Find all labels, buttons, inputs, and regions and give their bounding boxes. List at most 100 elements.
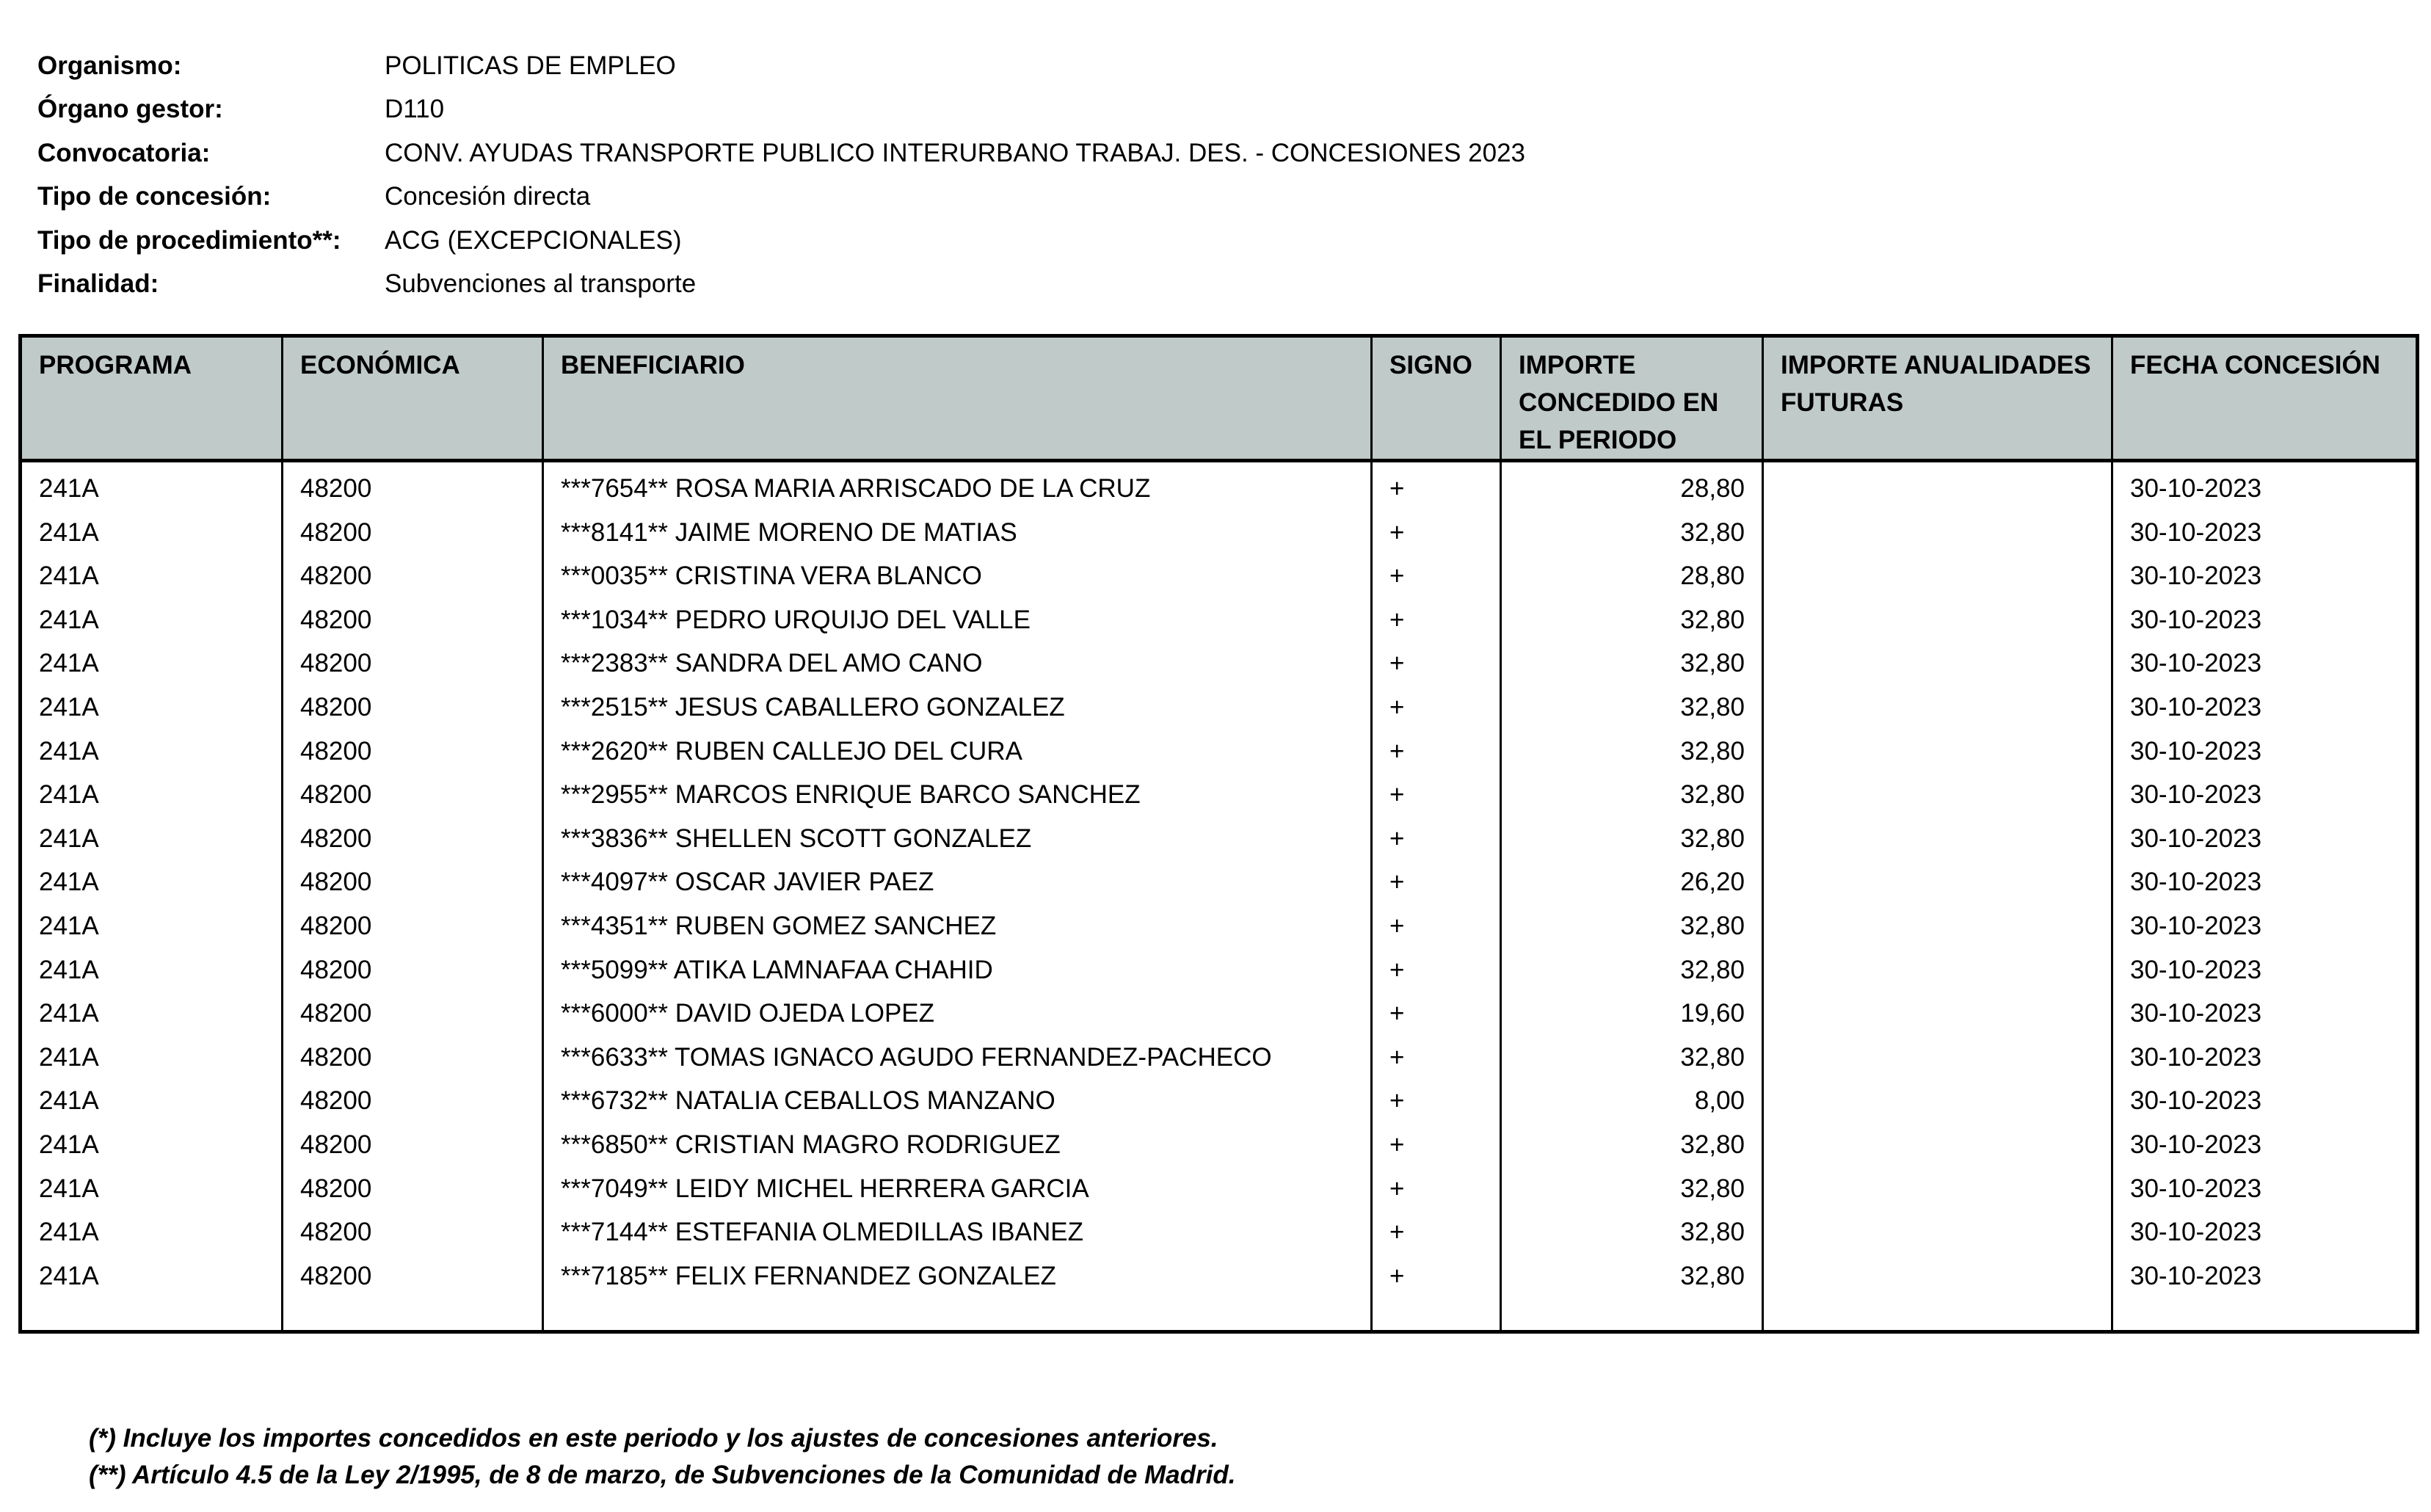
signo-cell: + xyxy=(1370,773,1502,817)
footnote: (**) Artículo 4.5 de la Ley 2/1995, de 8… xyxy=(89,1461,1236,1489)
economica-cell: 48200 xyxy=(281,1254,544,1298)
importe-cell: 32,80 xyxy=(1500,1210,1764,1254)
importe-cell: 32,80 xyxy=(1500,1166,1764,1211)
signo-cell: + xyxy=(1370,816,1502,861)
beneficiario-cell: ***3836** SHELLEN SCOTT GONZALEZ xyxy=(542,816,1373,861)
programa-cell: 241A xyxy=(19,685,283,730)
meta-label: Órgano gestor: xyxy=(37,95,223,124)
programa-cell: 241A xyxy=(19,460,283,511)
signo-cell: + xyxy=(1370,1035,1502,1080)
economica-cell: 48200 xyxy=(281,1166,544,1211)
column-header: ECONÓMICA xyxy=(281,335,544,462)
column-header: IMPORTE ANUALIDADES FUTURAS xyxy=(1762,335,2113,462)
beneficiario-cell: ***8141** JAIME MORENO DE MATIAS xyxy=(542,510,1373,555)
anualidades-cell xyxy=(1762,1035,2113,1080)
economica-cell: 48200 xyxy=(281,773,544,817)
signo-cell: + xyxy=(1370,1254,1502,1298)
economica-cell: 48200 xyxy=(281,904,544,948)
anualidades-cell xyxy=(1762,685,2113,730)
table-row: 241A 48200 ***1034** PEDRO URQUIJO DEL VAL… xyxy=(19,597,2419,642)
anualidades-cell xyxy=(1762,460,2113,511)
importe-cell: 32,80 xyxy=(1500,641,1764,686)
importe-cell: 19,60 xyxy=(1500,992,1764,1036)
table-row: 241A 48200 ***4351** RUBEN GOMEZ SANCHEZ +3… xyxy=(19,904,2419,948)
fecha-cell: 30-10-2023 xyxy=(2111,992,2419,1036)
programa-cell: 241A xyxy=(19,1079,283,1123)
footnotes: (*) Incluye los importes concedidos en e… xyxy=(89,1420,1235,1494)
programa-cell: 241A xyxy=(19,860,283,904)
beneficiario-cell: ***2383** SANDRA DEL AMO CANO xyxy=(542,641,1373,686)
table-row: 241A 48200 ***2620** RUBEN CALLEJO DEL CUR… xyxy=(19,729,2419,774)
meta-value: CONV. AYUDAS TRANSPORTE PUBLICO INTERURB… xyxy=(385,138,1526,167)
empty-cell xyxy=(2111,1298,2419,1332)
economica-cell: 48200 xyxy=(281,554,544,598)
economica-cell: 48200 xyxy=(281,597,544,642)
economica-cell: 48200 xyxy=(281,1210,544,1254)
empty-cell xyxy=(542,1298,1373,1332)
fecha-cell: 30-10-2023 xyxy=(2111,1079,2419,1123)
beneficiario-cell: ***1034** PEDRO URQUIJO DEL VALLE xyxy=(542,597,1373,642)
signo-cell: + xyxy=(1370,992,1502,1036)
importe-cell: 32,80 xyxy=(1500,904,1764,948)
table-spacer-row xyxy=(19,1298,2419,1332)
signo-cell: + xyxy=(1370,685,1502,730)
importe-cell: 32,80 xyxy=(1500,948,1764,992)
anualidades-cell xyxy=(1762,1122,2113,1167)
anualidades-cell xyxy=(1762,1079,2113,1123)
programa-cell: 241A xyxy=(19,729,283,774)
signo-cell: + xyxy=(1370,597,1502,642)
economica-cell: 48200 xyxy=(281,685,544,730)
beneficiario-cell: ***7144** ESTEFANIA OLMEDILLAS IBANEZ xyxy=(542,1210,1373,1254)
programa-cell: 241A xyxy=(19,773,283,817)
table-row: 241A 48200 ***7185** FELIX FERNANDEZ GONZA… xyxy=(19,1254,2419,1298)
anualidades-cell xyxy=(1762,1254,2113,1298)
table-row: 241A 48200 ***7049** LEIDY MICHEL HERRERA … xyxy=(19,1166,2419,1211)
importe-cell: 32,80 xyxy=(1500,510,1764,555)
programa-cell: 241A xyxy=(19,1210,283,1254)
column-header: IMPORTE CONCEDIDO EN EL PERIODO xyxy=(1500,335,1764,462)
importe-cell: 28,80 xyxy=(1500,460,1764,511)
meta-value: ACG (EXCEPCIONALES) xyxy=(385,225,682,255)
importe-cell: 28,80 xyxy=(1500,554,1764,598)
table-row: 241A 48200 ***4097** OSCAR JAVIER PAEZ +26,… xyxy=(19,860,2419,904)
empty-cell xyxy=(1370,1298,1502,1332)
economica-cell: 48200 xyxy=(281,510,544,555)
column-header: FECHA CONCESIÓN xyxy=(2111,335,2419,462)
meta-row: Tipo de procedimiento**: ACG (EXCEPCIONAL… xyxy=(37,219,1525,263)
programa-cell: 241A xyxy=(19,904,283,948)
anualidades-cell xyxy=(1762,773,2113,817)
beneficiario-cell: ***7049** LEIDY MICHEL HERRERA GARCIA xyxy=(542,1166,1373,1211)
programa-cell: 241A xyxy=(19,816,283,861)
meta-label: Tipo de procedimiento**: xyxy=(37,225,341,255)
programa-cell: 241A xyxy=(19,554,283,598)
economica-cell: 48200 xyxy=(281,816,544,861)
table-row: 241A 48200 ***2383** SANDRA DEL AMO CANO +3… xyxy=(19,641,2419,686)
anualidades-cell xyxy=(1762,1166,2113,1211)
beneficiario-cell: ***5099** ATIKA LAMNAFAA CHAHID xyxy=(542,948,1373,992)
signo-cell: + xyxy=(1370,860,1502,904)
table-row: 241A 48200 ***8141** JAIME MORENO DE MATIA… xyxy=(19,510,2419,555)
meta-row: Convocatoria: CONV. AYUDAS TRANSPORTE PUB… xyxy=(37,131,1525,175)
meta-label: Finalidad: xyxy=(37,269,159,299)
fecha-cell: 30-10-2023 xyxy=(2111,597,2419,642)
empty-cell xyxy=(281,1298,544,1332)
anualidades-cell xyxy=(1762,904,2113,948)
column-header: PROGRAMA xyxy=(19,335,283,462)
meta-value: Subvenciones al transporte xyxy=(385,269,697,299)
signo-cell: + xyxy=(1370,510,1502,555)
programa-cell: 241A xyxy=(19,1035,283,1080)
table-row: 241A 48200 ***3836** SHELLEN SCOTT GONZALE… xyxy=(19,816,2419,861)
meta-row: Organismo: POLITICAS DE EMPLEO xyxy=(37,44,1525,88)
fecha-cell: 30-10-2023 xyxy=(2111,1035,2419,1080)
signo-cell: + xyxy=(1370,948,1502,992)
programa-cell: 241A xyxy=(19,948,283,992)
fecha-cell: 30-10-2023 xyxy=(2111,860,2419,904)
table-row: 241A 48200 ***6000** DAVID OJEDA LOPEZ +19,… xyxy=(19,992,2419,1036)
grant-metadata: Organismo: POLITICAS DE EMPLEO Órgano gest… xyxy=(37,44,1525,306)
anualidades-cell xyxy=(1762,554,2113,598)
anualidades-cell xyxy=(1762,729,2113,774)
beneficiario-cell: ***0035** CRISTINA VERA BLANCO xyxy=(542,554,1373,598)
importe-cell: 26,20 xyxy=(1500,860,1764,904)
signo-cell: + xyxy=(1370,1122,1502,1167)
signo-cell: + xyxy=(1370,460,1502,511)
